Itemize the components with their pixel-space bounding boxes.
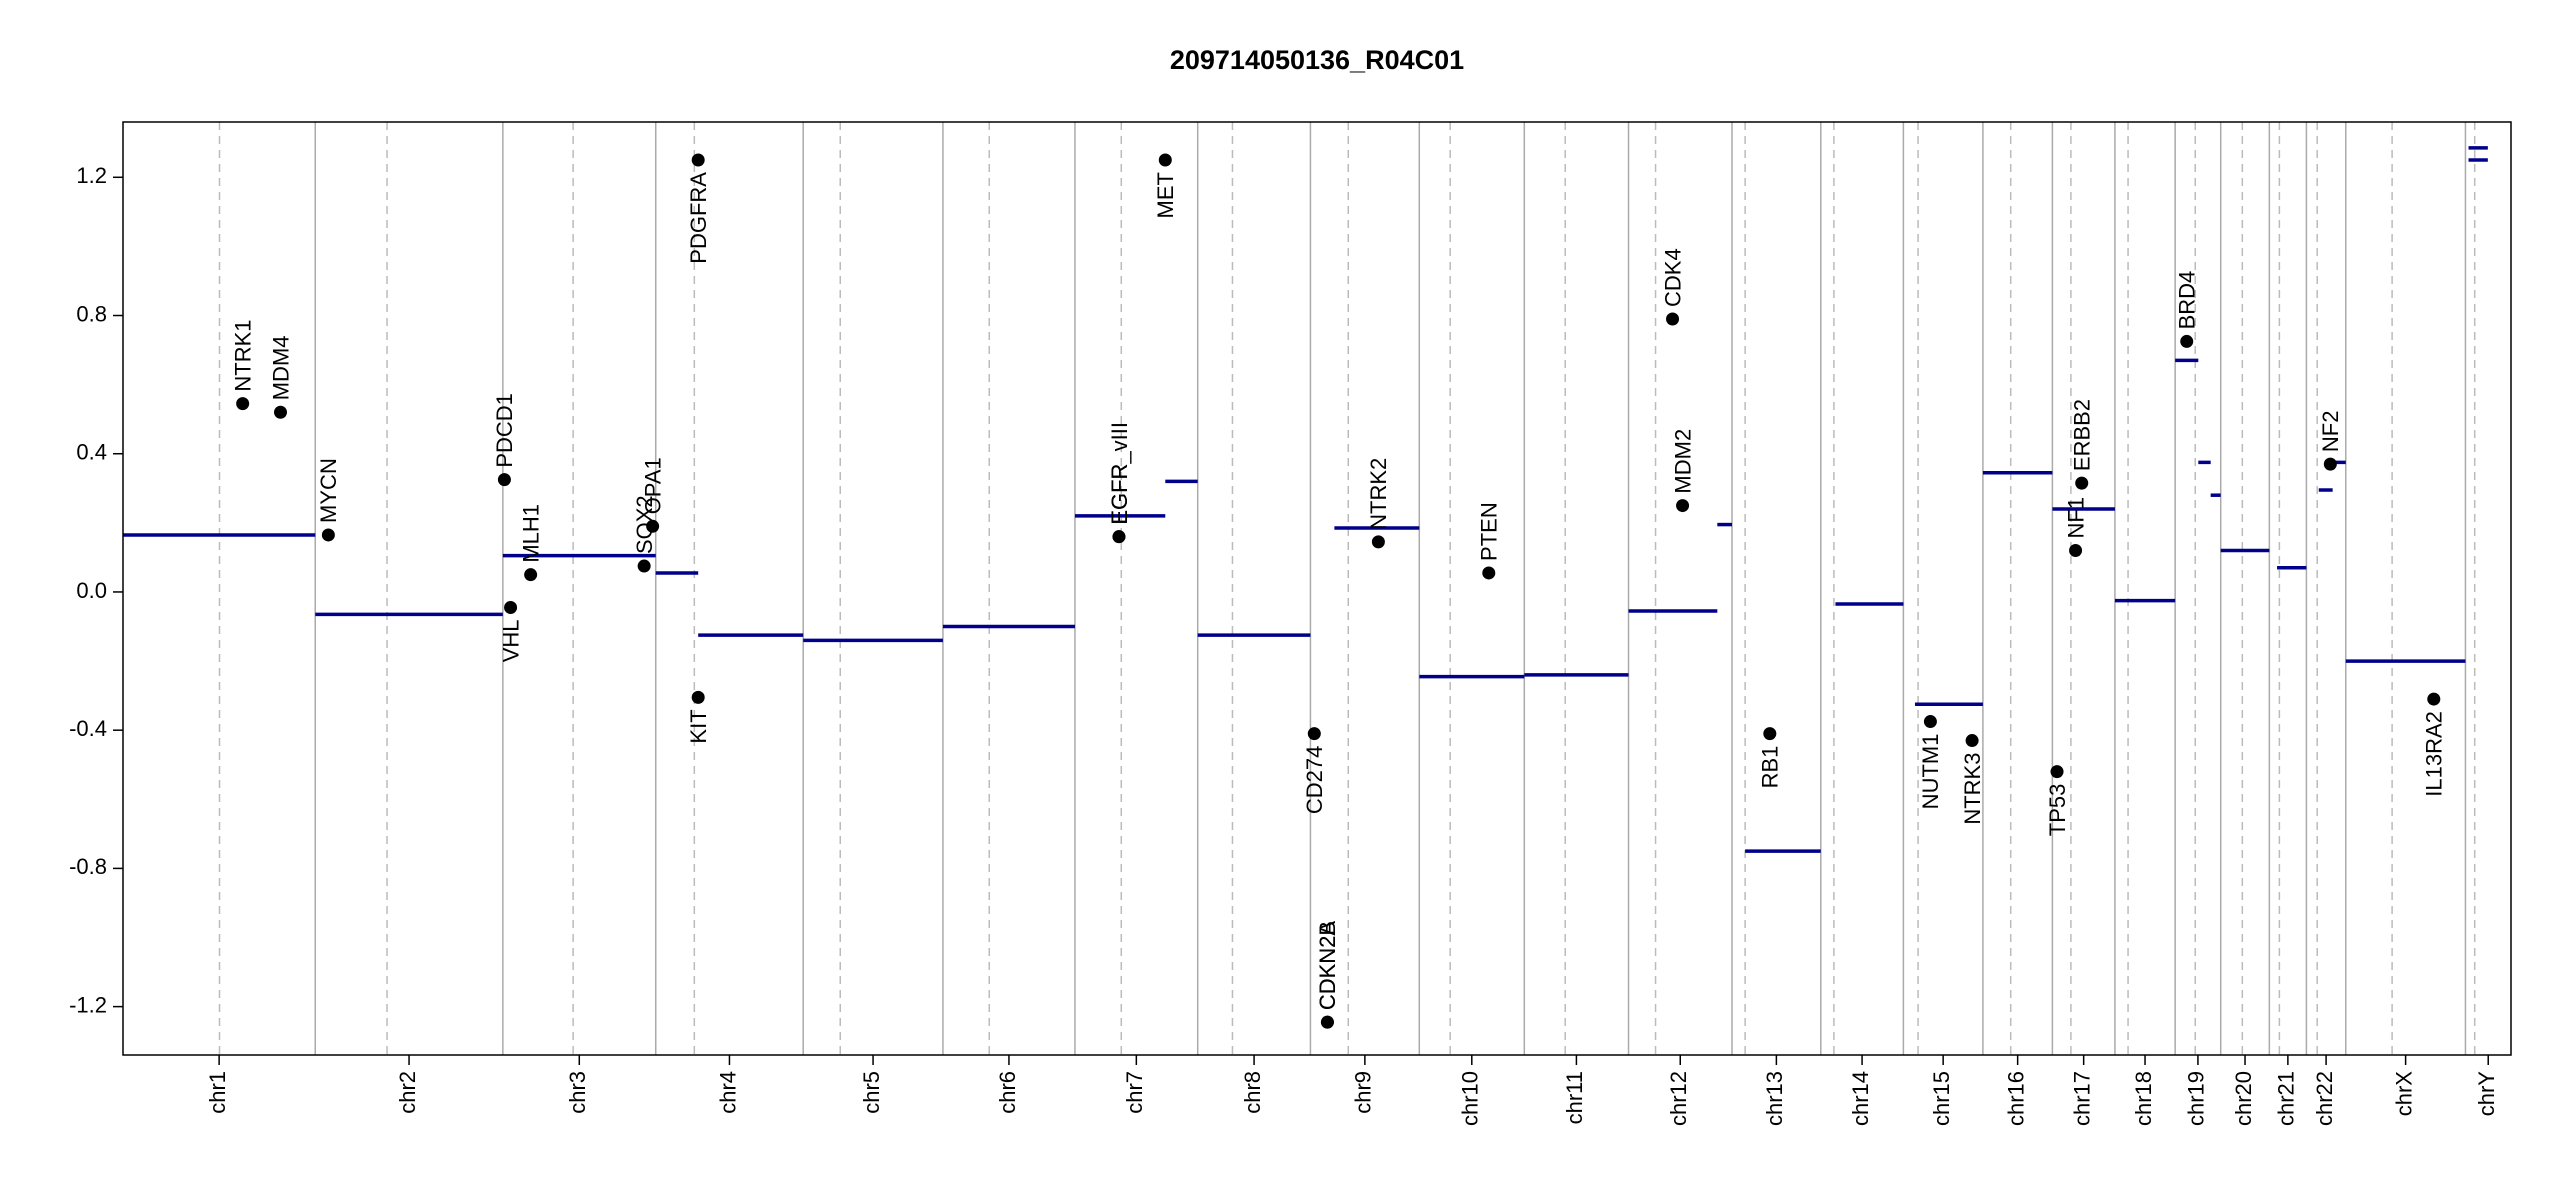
gene-label: MET [1153,172,1178,218]
gene-point [1676,499,1690,513]
gene-point [646,519,660,533]
x-tick-label: chr19 [2184,1071,2209,1126]
gene-label: RB1 [1758,746,1783,789]
gene-label: NTRK3 [1960,753,1985,825]
gene-point [2050,765,2064,779]
gene-point [321,528,335,542]
gene-label: BRD4 [2175,271,2200,330]
x-tick-label: chr13 [1762,1071,1787,1126]
gene-label: TP53 [2045,784,2070,837]
x-tick-label: chr12 [1666,1071,1691,1126]
gene-point [2075,476,2089,490]
chart-title: 209714050136_R04C01 [1170,45,1464,75]
gene-label: ERBB2 [2070,399,2095,471]
gene-point [504,601,518,615]
gene-label: NTRK2 [1366,458,1391,530]
y-tick-label: 1.2 [76,163,107,188]
x-tick-label: chr1 [205,1071,230,1114]
gene-point [2180,334,2194,348]
gene-point [2323,457,2337,471]
x-tick-label: chr20 [2231,1071,2256,1126]
x-tick-label: chr22 [2312,1071,2337,1126]
x-tick-label: chr3 [565,1071,590,1114]
x-tick-label: chr2 [395,1071,420,1114]
gene-label: NF2 [2318,411,2343,453]
gene-point [1371,535,1385,549]
gene-point [1112,530,1126,544]
gene-label: CDKN2A [1315,921,1340,1011]
y-tick-label: -0.8 [69,854,107,879]
gene-point [236,397,250,411]
gene-point [1482,566,1496,580]
x-tick-label: chrX [2391,1071,2416,1117]
gene-label: NF1 [2063,497,2088,539]
gene-point [274,405,288,419]
gene-point [1763,727,1777,741]
gene-point [1320,1015,1334,1029]
gene-label: CDK4 [1660,248,1685,307]
gene-label: KIT [686,709,711,743]
x-tick-label: chr16 [2003,1071,2028,1126]
x-tick-label: chr11 [1562,1071,1587,1124]
y-tick-label: -1.2 [69,992,107,1017]
x-tick-label: chr8 [1240,1071,1265,1114]
x-tick-label: chr17 [2069,1071,2094,1126]
gene-label: MLH1 [518,504,543,563]
x-tick-label: chr6 [995,1071,1020,1114]
gene-point [524,568,538,582]
gene-label: NTRK1 [230,320,255,392]
gene-label: CD274 [1302,746,1327,814]
y-tick-label: 0.0 [76,578,107,603]
y-tick-label: 0.8 [76,301,107,326]
y-tick-label: 0.4 [76,440,107,465]
gene-label: NUTM1 [1918,734,1943,810]
x-tick-label: chr5 [859,1071,884,1114]
x-tick-label: chr21 [2274,1071,2299,1126]
x-tick-label: chr9 [1351,1071,1376,1114]
gene-label: PDCD1 [492,393,517,468]
y-tick-label: -0.4 [69,716,107,741]
gene-label: VHL [498,620,523,663]
x-tick-label: chr15 [1929,1071,1954,1126]
gene-point [691,690,705,704]
gene-point [1965,734,1979,748]
gene-point [637,559,651,573]
x-tick-label: chr18 [2131,1071,2156,1126]
gene-point [2427,692,2441,706]
gene-label: CDKN2B [1315,921,1340,1010]
gene-point [1307,727,1321,741]
gene-point [1666,312,1680,326]
gene-point [2069,543,2083,557]
gene-point [1923,715,1937,729]
gene-label: MDM4 [268,335,293,400]
gene-label: OPA1 [640,457,665,514]
gene-label: MYCN [316,458,341,523]
plot-frame [122,121,2512,1056]
x-tick-label: chr14 [1848,1071,1873,1126]
gene-point [497,473,511,487]
gene-label: PTEN [1477,502,1502,561]
gene-label: MDM2 [1670,429,1695,494]
gene-label: PDGFRA [686,172,711,264]
gene-point [1158,153,1172,167]
x-tick-label: chrY [2474,1071,2499,1117]
gene-label: EGFR [1107,464,1132,525]
gene-point [691,153,705,167]
x-tick-label: chr4 [715,1071,740,1114]
gene-label: EGFR_vIII [1107,422,1132,525]
x-tick-label: chr10 [1458,1071,1483,1126]
gene-label: IL13RA2 [2422,711,2447,797]
x-tick-label: chr7 [1122,1071,1147,1114]
